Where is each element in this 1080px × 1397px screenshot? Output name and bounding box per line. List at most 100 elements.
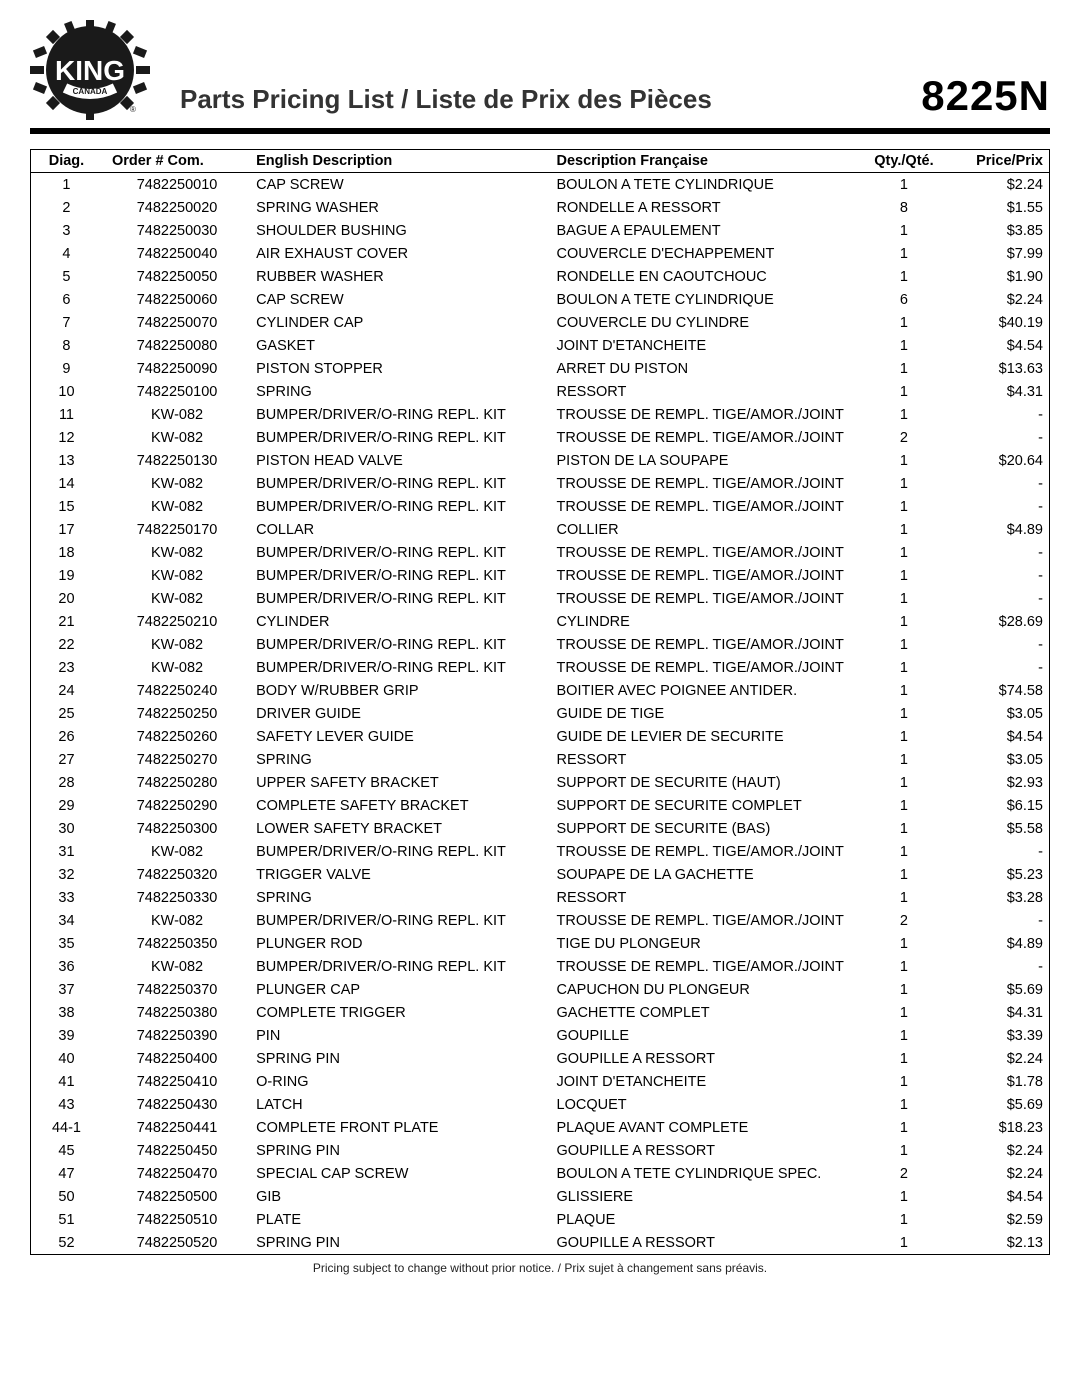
cell-order: 7482250060 bbox=[102, 288, 252, 311]
cell-price: $4.54 bbox=[945, 1185, 1050, 1208]
table-row: 107482250100SPRINGRESSORT1$4.31 bbox=[31, 380, 1050, 403]
cell-qty: 1 bbox=[863, 1139, 944, 1162]
cell-fr: SOUPAPE DE LA GACHETTE bbox=[553, 863, 864, 886]
cell-diag: 35 bbox=[31, 932, 102, 955]
cell-order: 7482250260 bbox=[102, 725, 252, 748]
table-row: 257482250250DRIVER GUIDEGUIDE DE TIGE1$3… bbox=[31, 702, 1050, 725]
cell-eng: COMPLETE TRIGGER bbox=[252, 1001, 552, 1024]
table-row: 77482250070CYLINDER CAPCOUVERCLE DU CYLI… bbox=[31, 311, 1050, 334]
cell-eng: CYLINDER bbox=[252, 610, 552, 633]
cell-fr: BOITIER AVEC POIGNEE ANTIDER. bbox=[553, 679, 864, 702]
table-row: 97482250090PISTON STOPPERARRET DU PISTON… bbox=[31, 357, 1050, 380]
cell-price: - bbox=[945, 403, 1050, 426]
cell-fr: ARRET DU PISTON bbox=[553, 357, 864, 380]
parts-table: Diag. Order # Com. English Description D… bbox=[30, 149, 1050, 1255]
cell-price: - bbox=[945, 840, 1050, 863]
cell-diag: 40 bbox=[31, 1047, 102, 1070]
table-row: 44-17482250441COMPLETE FRONT PLATEPLAQUE… bbox=[31, 1116, 1050, 1139]
cell-fr: LOCQUET bbox=[553, 1093, 864, 1116]
cell-qty: 1 bbox=[863, 1116, 944, 1139]
brand-logo: KING CANADA ® bbox=[30, 20, 150, 120]
table-row: 23KW-082BUMPER/DRIVER/O-RING REPL. KITTR… bbox=[31, 656, 1050, 679]
table-row: 527482250520SPRING PINGOUPILLE A RESSORT… bbox=[31, 1231, 1050, 1255]
cell-order: 7482250400 bbox=[102, 1047, 252, 1070]
cell-order: 7482250210 bbox=[102, 610, 252, 633]
cell-diag: 29 bbox=[31, 794, 102, 817]
cell-qty: 1 bbox=[863, 1185, 944, 1208]
cell-qty: 1 bbox=[863, 587, 944, 610]
table-row: 27482250020SPRING WASHERRONDELLE A RESSO… bbox=[31, 196, 1050, 219]
cell-fr: TROUSSE DE REMPL. TIGE/AMOR./JOINT bbox=[553, 587, 864, 610]
table-row: 57482250050RUBBER WASHERRONDELLE EN CAOU… bbox=[31, 265, 1050, 288]
cell-fr: TROUSSE DE REMPL. TIGE/AMOR./JOINT bbox=[553, 955, 864, 978]
cell-eng: PISTON STOPPER bbox=[252, 357, 552, 380]
cell-eng: CAP SCREW bbox=[252, 173, 552, 197]
cell-qty: 1 bbox=[863, 518, 944, 541]
cell-diag: 19 bbox=[31, 564, 102, 587]
cell-qty: 1 bbox=[863, 794, 944, 817]
cell-qty: 1 bbox=[863, 1231, 944, 1255]
cell-diag: 52 bbox=[31, 1231, 102, 1255]
table-row: 22KW-082BUMPER/DRIVER/O-RING REPL. KITTR… bbox=[31, 633, 1050, 656]
cell-eng: BUMPER/DRIVER/O-RING REPL. KIT bbox=[252, 564, 552, 587]
cell-eng: PLUNGER ROD bbox=[252, 932, 552, 955]
cell-fr: GOUPILLE A RESSORT bbox=[553, 1047, 864, 1070]
cell-diag: 47 bbox=[31, 1162, 102, 1185]
cell-fr: TROUSSE DE REMPL. TIGE/AMOR./JOINT bbox=[553, 495, 864, 518]
cell-diag: 24 bbox=[31, 679, 102, 702]
cell-diag: 33 bbox=[31, 886, 102, 909]
table-row: 327482250320TRIGGER VALVESOUPAPE DE LA G… bbox=[31, 863, 1050, 886]
cell-fr: COLLIER bbox=[553, 518, 864, 541]
cell-eng: BUMPER/DRIVER/O-RING REPL. KIT bbox=[252, 495, 552, 518]
cell-fr: BOULON A TETE CYLINDRIQUE bbox=[553, 288, 864, 311]
svg-text:®: ® bbox=[130, 105, 136, 114]
cell-price: $2.24 bbox=[945, 1162, 1050, 1185]
cell-fr: RONDELLE A RESSORT bbox=[553, 196, 864, 219]
cell-price: - bbox=[945, 564, 1050, 587]
cell-fr: TROUSSE DE REMPL. TIGE/AMOR./JOINT bbox=[553, 541, 864, 564]
cell-fr: GLISSIERE bbox=[553, 1185, 864, 1208]
table-row: 517482250510PLATEPLAQUE1$2.59 bbox=[31, 1208, 1050, 1231]
cell-diag: 5 bbox=[31, 265, 102, 288]
table-row: 387482250380COMPLETE TRIGGERGACHETTE COM… bbox=[31, 1001, 1050, 1024]
cell-diag: 43 bbox=[31, 1093, 102, 1116]
cell-diag: 30 bbox=[31, 817, 102, 840]
cell-diag: 1 bbox=[31, 173, 102, 197]
table-row: 267482250260SAFETY LEVER GUIDEGUIDE DE L… bbox=[31, 725, 1050, 748]
cell-price: $1.90 bbox=[945, 265, 1050, 288]
cell-eng: LOWER SAFETY BRACKET bbox=[252, 817, 552, 840]
cell-eng: BUMPER/DRIVER/O-RING REPL. KIT bbox=[252, 472, 552, 495]
table-row: 18KW-082BUMPER/DRIVER/O-RING REPL. KITTR… bbox=[31, 541, 1050, 564]
cell-qty: 6 bbox=[863, 288, 944, 311]
cell-eng: UPPER SAFETY BRACKET bbox=[252, 771, 552, 794]
cell-fr: RESSORT bbox=[553, 886, 864, 909]
cell-fr: SUPPORT DE SECURITE (HAUT) bbox=[553, 771, 864, 794]
cell-order: KW-082 bbox=[102, 955, 252, 978]
cell-price: - bbox=[945, 426, 1050, 449]
table-body: 17482250010CAP SCREWBOULON A TETE CYLIND… bbox=[31, 173, 1050, 1255]
cell-fr: SUPPORT DE SECURITE (BAS) bbox=[553, 817, 864, 840]
cell-diag: 31 bbox=[31, 840, 102, 863]
table-row: 67482250060CAP SCREWBOULON A TETE CYLIND… bbox=[31, 288, 1050, 311]
cell-eng: PIN bbox=[252, 1024, 552, 1047]
cell-diag: 38 bbox=[31, 1001, 102, 1024]
col-fr: Description Française bbox=[553, 150, 864, 173]
table-row: 377482250370PLUNGER CAPCAPUCHON DU PLONG… bbox=[31, 978, 1050, 1001]
cell-order: KW-082 bbox=[102, 403, 252, 426]
cell-price: $4.89 bbox=[945, 518, 1050, 541]
cell-eng: SPRING PIN bbox=[252, 1047, 552, 1070]
cell-diag: 51 bbox=[31, 1208, 102, 1231]
cell-order: 7482250130 bbox=[102, 449, 252, 472]
cell-order: 7482250250 bbox=[102, 702, 252, 725]
cell-eng: BUMPER/DRIVER/O-RING REPL. KIT bbox=[252, 403, 552, 426]
cell-eng: LATCH bbox=[252, 1093, 552, 1116]
cell-diag: 36 bbox=[31, 955, 102, 978]
cell-qty: 1 bbox=[863, 357, 944, 380]
cell-qty: 2 bbox=[863, 1162, 944, 1185]
cell-eng: BUMPER/DRIVER/O-RING REPL. KIT bbox=[252, 426, 552, 449]
table-row: 17482250010CAP SCREWBOULON A TETE CYLIND… bbox=[31, 173, 1050, 197]
cell-eng: PISTON HEAD VALVE bbox=[252, 449, 552, 472]
cell-price: $18.23 bbox=[945, 1116, 1050, 1139]
cell-qty: 1 bbox=[863, 863, 944, 886]
cell-diag: 41 bbox=[31, 1070, 102, 1093]
